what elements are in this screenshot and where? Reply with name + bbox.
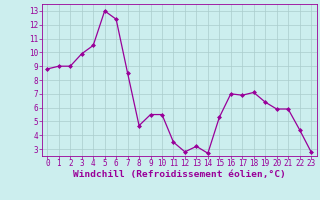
X-axis label: Windchill (Refroidissement éolien,°C): Windchill (Refroidissement éolien,°C) bbox=[73, 170, 285, 179]
